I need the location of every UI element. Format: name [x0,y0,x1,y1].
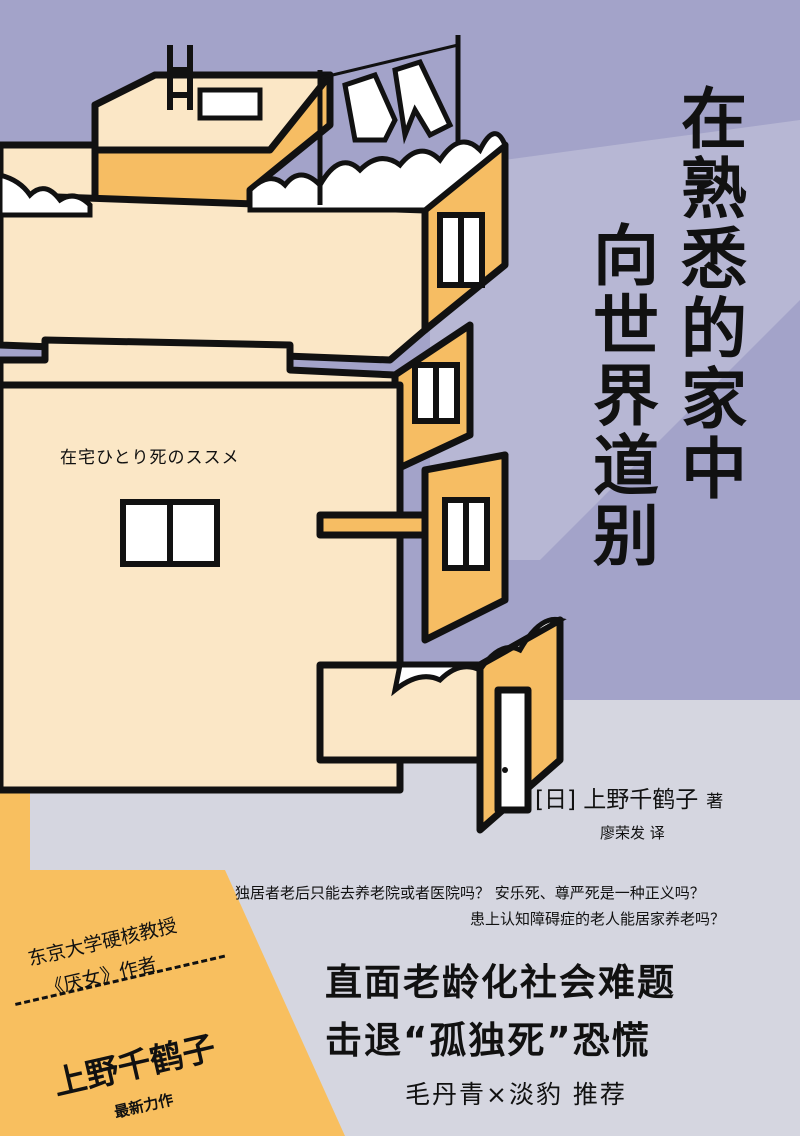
laundry-pants [392,58,454,145]
door-knob [502,767,508,773]
translator-line: 廖荣发 译 [600,824,665,842]
building-lower-block [0,381,404,794]
title-text-2: 向世界道别 [593,218,659,575]
headline-1: 直面老龄化社会难题 [325,961,676,1004]
title-column-2: 向世界道别 [590,222,662,572]
question-line-1: 独居者老后只能去养老院或者医院吗？ 安乐死、尊严死是一种正义吗？ [235,884,705,902]
laundry-shirt [342,71,398,143]
headline-2: 击退“孤独死”恐慌 [325,1019,651,1062]
title-column-1: 在熟悉的家中 [678,85,750,505]
clothesline [319,43,459,80]
original-japanese-title: 在宅ひとり死のススメ [60,448,240,468]
author-role: 著 [706,792,724,812]
balcony-foliage [391,616,567,697]
roof-foliage-left [0,172,93,218]
building-upper-floor [0,191,429,364]
question-line-2: 患上认知障碍症的老人能居家养老吗？ [470,910,726,928]
light-beam [430,120,800,560]
orange-badge-shape [0,870,345,1136]
door [494,686,532,814]
author-line: [日] 上野千鹤子著 [535,780,723,814]
title-text-1: 在熟悉的家中 [681,81,747,508]
roof-foliage-right [247,131,509,213]
roof-hatch [197,87,263,121]
recommenders-line: 毛丹青×淡豹 推荐 [405,1080,627,1109]
author-name: [日] 上野千鹤子 [535,787,699,813]
